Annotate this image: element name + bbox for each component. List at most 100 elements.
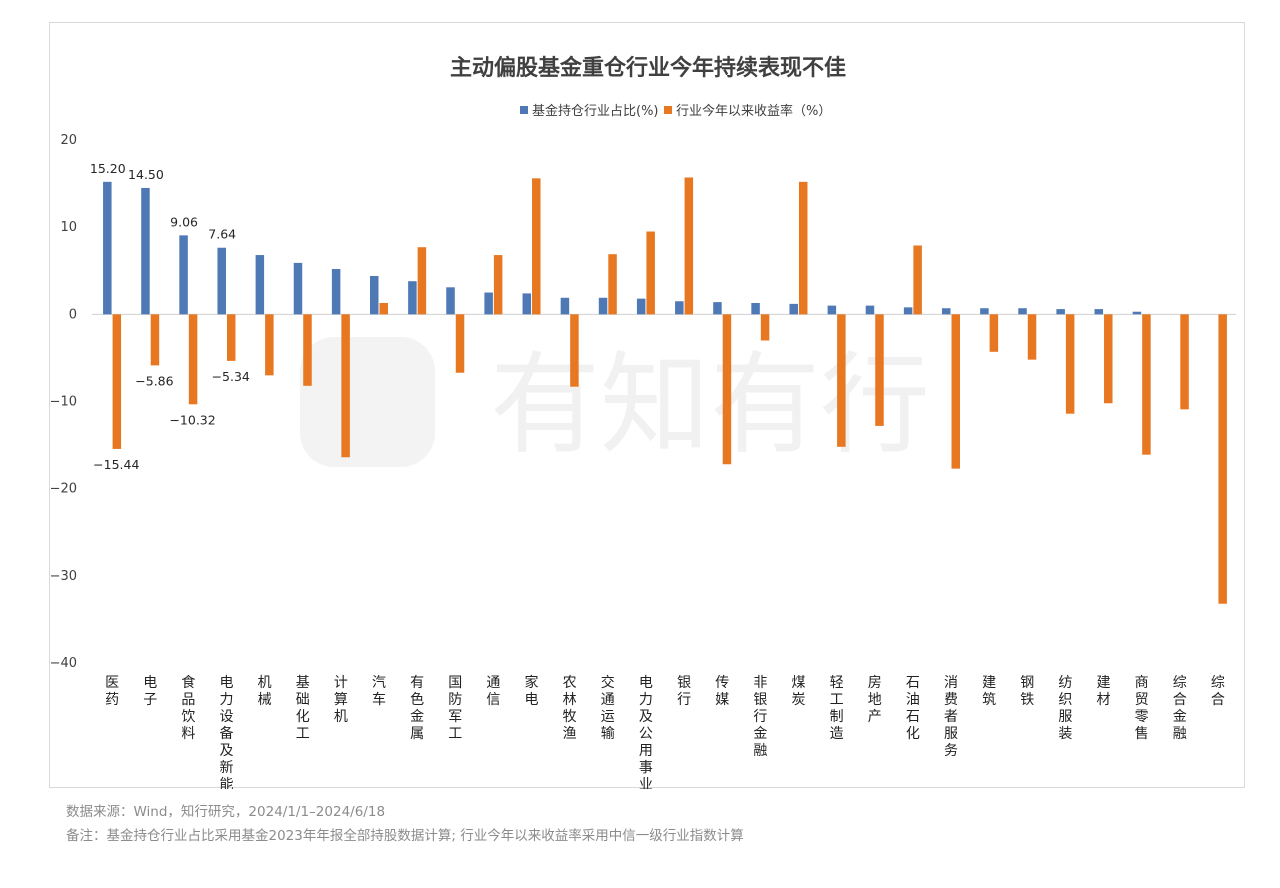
category-label: 医药	[105, 675, 119, 708]
bar-s0-轻工制造	[827, 305, 837, 315]
bar-s0-医药	[103, 181, 112, 315]
y-tick-label: 0	[69, 307, 77, 322]
category-label: 电力及公用事业	[639, 675, 653, 789]
bar-s0-家电	[522, 293, 532, 315]
bar-s1-电力设备及新能源	[226, 314, 236, 361]
bar-s0-食品饮料	[179, 235, 188, 315]
category-label: 综合	[1211, 675, 1225, 708]
bar-s0-煤炭	[789, 303, 798, 315]
category-label: 食品饮料	[181, 674, 195, 742]
legend-label-1: 行业今年以来收益率（%）	[676, 103, 831, 119]
legend-label-0: 基金持仓行业占比(%)	[532, 103, 659, 119]
bar-s1-机械	[265, 314, 274, 376]
category-label: 农林牧渔	[563, 675, 577, 742]
category-label: 机械	[258, 675, 272, 708]
bar-s0-计算机	[331, 269, 341, 315]
bar-s0-银行	[675, 301, 684, 315]
category-label: 传媒	[715, 675, 729, 708]
bar-s1-农林牧渔	[570, 314, 579, 387]
category-label: 通信	[486, 675, 500, 708]
legend-swatch-1	[664, 106, 672, 114]
data-label: 7.64	[208, 227, 236, 242]
bar-s0-电子	[141, 187, 150, 315]
category-label: 有色金属	[410, 675, 424, 742]
chart-title: 主动偏股基金重仓行业今年持续表现不佳	[450, 55, 846, 81]
bar-s1-通信	[493, 255, 503, 315]
category-label: 计算机	[334, 675, 348, 725]
category-label: 综合金融	[1173, 675, 1187, 742]
bar-s1-传媒	[722, 314, 732, 465]
bar-s0-商贸零售	[1132, 311, 1142, 315]
bar-s0-电力及公用事业	[636, 298, 646, 315]
y-tick-label: 10	[60, 220, 77, 235]
bar-s1-房地产	[875, 314, 884, 426]
data-label: −10.32	[169, 412, 215, 427]
y-tick-label: −10	[50, 395, 77, 410]
bar-s0-石油石化	[903, 307, 913, 315]
category-label: 消费者服务	[944, 675, 958, 759]
category-label: 轻工制造	[830, 675, 844, 742]
data-label: −5.34	[212, 369, 250, 384]
category-label: 煤炭	[791, 675, 805, 708]
bar-s0-交通运输	[598, 297, 608, 315]
category-label: 汽车	[372, 675, 386, 708]
bar-s1-食品饮料	[188, 314, 198, 405]
bar-s1-电子	[150, 314, 160, 366]
bar-s1-煤炭	[798, 181, 808, 315]
bar-s1-医药	[112, 314, 122, 449]
category-label: 电力设备及新能源	[219, 675, 233, 789]
category-label: 基础化工	[296, 674, 310, 742]
bar-s1-综合金融	[1180, 314, 1189, 410]
category-label: 钢铁	[1020, 675, 1034, 708]
legend-swatch-0	[520, 106, 528, 114]
bar-s1-交通运输	[608, 254, 617, 315]
remark-note: 备注：基金持仓行业占比采用基金2023年年报全部持股数据计算; 行业今年以来收益…	[66, 828, 744, 844]
bar-s0-国防军工	[446, 287, 455, 315]
bar-s1-基础化工	[303, 314, 312, 386]
bar-s0-纺织服装	[1056, 309, 1065, 315]
bar-s1-建材	[1104, 314, 1113, 404]
bar-s1-银行	[684, 177, 694, 315]
bar-s0-消费者服务	[942, 308, 951, 315]
bar-s1-家电	[532, 178, 541, 315]
bar-s0-基础化工	[293, 262, 303, 315]
bar-s1-轻工制造	[837, 314, 846, 447]
bar-s1-消费者服务	[951, 314, 960, 469]
bar-s0-钢铁	[1018, 308, 1027, 315]
data-labels: 15.20 14.50 9.06 7.64 −15.44 −5.86 −10.32 −5.34	[90, 161, 250, 472]
bar-s1-非银行金融	[760, 314, 770, 341]
bar-s1-电力及公用事业	[646, 231, 655, 315]
category-label: 交通运输	[601, 674, 615, 742]
y-axis: 20 10 0 −10 −20 −30 −40	[50, 133, 1236, 671]
bar-s0-通信	[484, 292, 493, 315]
category-label: 银行	[677, 675, 691, 708]
category-label: 商贸零售	[1135, 675, 1149, 742]
bar-s1-钢铁	[1027, 314, 1037, 360]
bar-s0-汽车	[370, 275, 379, 315]
watermark: 有知有行	[300, 337, 930, 469]
y-tick-label: −20	[50, 482, 77, 497]
bar-s1-石油石化	[913, 245, 922, 315]
data-label: −5.86	[135, 373, 173, 388]
bar-s1-计算机	[341, 314, 350, 458]
watermark-text: 有知有行	[490, 341, 930, 469]
data-label: −15.44	[93, 457, 139, 472]
bar-s0-农林牧渔	[560, 297, 570, 315]
legend: 基金持仓行业占比(%) 行业今年以来收益率（%）	[520, 103, 831, 119]
bar-s1-有色金属	[417, 247, 427, 315]
bar-s1-商贸零售	[1142, 314, 1151, 455]
bar-s1-汽车	[379, 303, 388, 315]
y-tick-label: 20	[60, 133, 77, 148]
bar-s0-机械	[255, 255, 265, 315]
bar-s1-综合	[1218, 314, 1227, 604]
bar-s1-建筑	[989, 314, 999, 352]
bar-chart: 有知有行 主动偏股基金重仓行业今年持续表现不佳 基金持仓行业占比(%) 行业今年…	[50, 55, 1236, 789]
category-label: 建筑	[982, 675, 996, 708]
category-label: 建材	[1097, 675, 1111, 708]
watermark-logo	[300, 337, 435, 467]
category-label: 石油石化	[906, 675, 920, 742]
category-label: 纺织服装	[1058, 675, 1072, 742]
bar-s0-建筑	[980, 308, 989, 315]
bar-s0-房地产	[865, 305, 875, 315]
